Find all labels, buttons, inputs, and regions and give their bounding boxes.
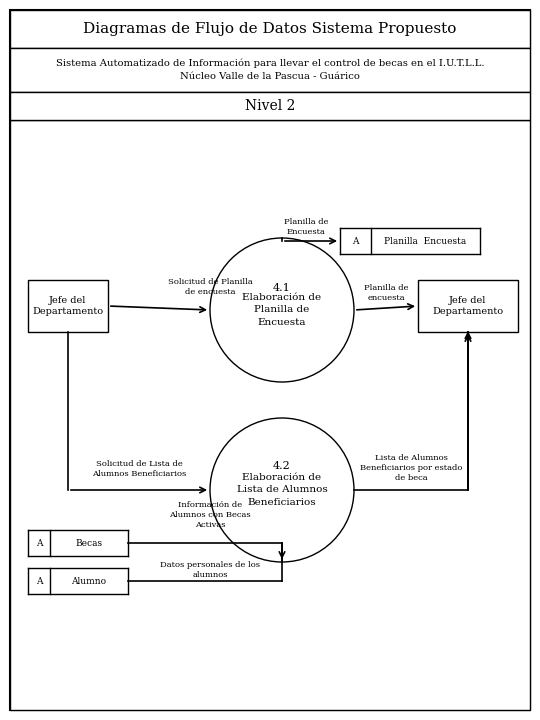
Bar: [10, 10, 530, 48]
Text: Planilla de
Encuesta: Planilla de Encuesta: [284, 218, 328, 236]
Text: Solicitud de Lista de
Alumnos Beneficiarios: Solicitud de Lista de Alumnos Beneficiar…: [92, 460, 186, 478]
Text: Solicitud de Planilla
de encuesta: Solicitud de Planilla de encuesta: [167, 278, 252, 296]
Text: Alumno: Alumno: [71, 577, 106, 585]
Text: Lista de Alumnos
Beneficiarios por estado
de beca: Lista de Alumnos Beneficiarios por estad…: [360, 454, 462, 482]
Text: 4.1: 4.1: [273, 283, 291, 293]
Text: Sistema Automatizado de Información para llevar el control de becas en el I.U.T.: Sistema Automatizado de Información para…: [56, 59, 484, 81]
Text: A: A: [352, 236, 359, 246]
Text: Nivel 2: Nivel 2: [245, 99, 295, 113]
Text: A: A: [36, 577, 42, 585]
Bar: [28, 280, 108, 332]
Text: Jefe del
Departamento: Jefe del Departamento: [433, 296, 504, 316]
Text: 4.2: 4.2: [273, 461, 291, 471]
Bar: [418, 280, 518, 332]
Text: Planilla de
encuesta: Planilla de encuesta: [364, 284, 408, 302]
Ellipse shape: [210, 418, 354, 562]
Text: Elaboración de
Planilla de
Encuesta: Elaboración de Planilla de Encuesta: [242, 293, 321, 327]
Ellipse shape: [210, 238, 354, 382]
Text: Diagramas de Flujo de Datos Sistema Propuesto: Diagramas de Flujo de Datos Sistema Prop…: [83, 22, 457, 36]
Bar: [10, 48, 530, 92]
Text: Datos personales de los
alumnos: Datos personales de los alumnos: [160, 561, 260, 579]
Text: Planilla  Encuesta: Planilla Encuesta: [384, 236, 467, 246]
Text: A: A: [36, 539, 42, 547]
Text: Jefe del
Departamento: Jefe del Departamento: [32, 296, 104, 316]
Bar: [10, 92, 530, 120]
Text: Información de
Alumnos con Becas
Activas: Información de Alumnos con Becas Activas: [169, 501, 251, 529]
Bar: [10, 120, 530, 710]
Text: Becas: Becas: [76, 539, 103, 547]
Text: Elaboración de
Lista de Alumnos
Beneficiarios: Elaboración de Lista de Alumnos Benefici…: [237, 473, 327, 507]
